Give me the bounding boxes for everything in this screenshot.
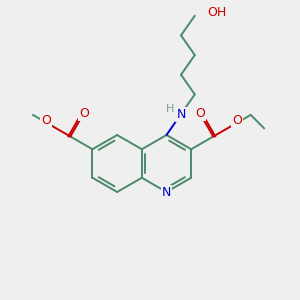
Text: N: N — [176, 107, 186, 121]
Text: N: N — [162, 185, 171, 199]
Text: O: O — [232, 114, 242, 127]
Text: H: H — [165, 103, 174, 114]
Text: OH: OH — [207, 6, 226, 19]
Text: O: O — [79, 106, 89, 120]
Text: O: O — [195, 106, 205, 120]
Text: O: O — [41, 113, 51, 127]
